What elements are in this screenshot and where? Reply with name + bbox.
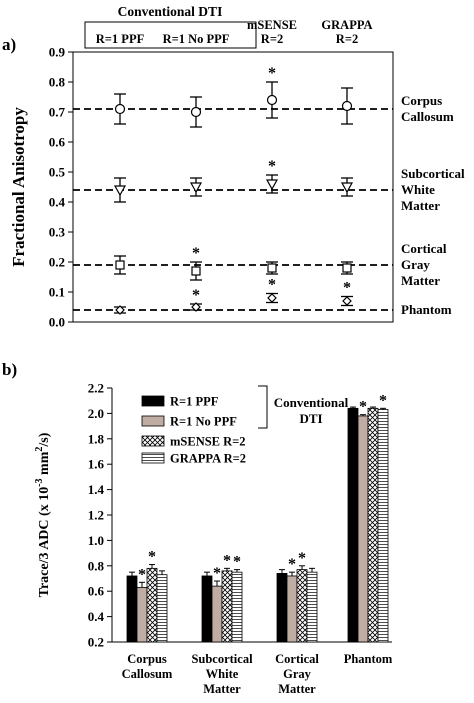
panel-b-significance-marker: *: [213, 565, 221, 582]
panel-a-point: [266, 94, 278, 106]
panel-b-bar: [306, 571, 318, 643]
panel-b-significance-marker: *: [233, 554, 241, 571]
panel-b-ytick-label: 0.6: [88, 584, 105, 599]
panel-b-legend-swatch: [141, 435, 165, 447]
panel-a-ytick-label: 0.6: [49, 135, 66, 150]
panel-b-ytick-label: 1.0: [88, 533, 104, 548]
panel-b-legend-swatch: [141, 395, 165, 407]
panel-a-point: [341, 100, 353, 112]
panel-b-ytick-label: 1.4: [88, 482, 105, 497]
panel-b-ytick-label: 2.2: [88, 381, 104, 396]
panel-a-point: [115, 260, 125, 270]
panel-a-significance-marker: *: [192, 245, 200, 262]
panel-b-ytick-label: 0.2: [88, 635, 104, 650]
panel-b-bar: [156, 574, 168, 643]
panel-a-ytick-label: 0.2: [49, 255, 65, 270]
panel-a-ytick-label: 0.8: [49, 75, 66, 90]
panel-b-label: b): [2, 360, 17, 379]
panel-a-significance-marker: *: [268, 65, 276, 82]
panel-a-point: [191, 266, 201, 276]
panel-a-column-header: GRAPPA R=2: [321, 18, 372, 46]
panel-b-bar: [126, 575, 138, 643]
panel-b-legend-label: R=1 No PPF: [170, 415, 237, 429]
panel-a-column-header: R=1 PPF: [96, 32, 145, 46]
panel-b-bar: [276, 573, 288, 643]
panel-a-ytick-label: 0.3: [49, 225, 66, 240]
panel-b-ytick-label: 0.4: [88, 609, 105, 624]
panel-a-ytick-label: 0.9: [49, 45, 66, 60]
panel-a-ytick-label: 0.0: [49, 315, 65, 330]
panel-a-point: [113, 185, 127, 197]
panel-b-bar: [221, 570, 233, 643]
panel-a-point: [190, 106, 202, 118]
panel-b-bar: [296, 569, 308, 643]
panel-b-legend-label: R=1 PPF: [170, 395, 219, 409]
panel-a-point: [340, 182, 354, 194]
panel-b-bar: [231, 571, 243, 643]
panel-b-bar: [377, 409, 389, 643]
panel-b-bar: [146, 567, 158, 643]
panel-a-significance-marker: *: [192, 287, 200, 304]
panel-b-bar: [347, 407, 359, 643]
panel-a-point: [342, 296, 352, 306]
panel-a-region-label: Corpus Callosum: [401, 93, 454, 124]
panel-b-significance-marker: *: [359, 399, 367, 416]
panel-a-significance-marker: *: [343, 280, 351, 297]
panel-a-point: [267, 263, 277, 273]
panel-a-ytick-label: 0.1: [49, 285, 65, 300]
panel-b-bar: [286, 575, 298, 643]
panel-b-bar: [136, 586, 148, 643]
panel-b-ytick-label: 2.0: [88, 406, 104, 421]
panel-b-significance-marker: *: [138, 566, 146, 583]
panel-a-ytick-label: 0.5: [49, 165, 66, 180]
panel-b-significance-marker: *: [379, 392, 387, 409]
panel-b-ytick-label: 1.6: [88, 457, 105, 472]
panel-a-point: [342, 263, 352, 273]
panel-a-column-header: R=1 No PPF: [163, 32, 230, 46]
panel-b-category-label: Cortical Gray Matter: [275, 652, 319, 696]
panel-b-category-label: Phantom: [344, 652, 393, 666]
panel-b-significance-marker: *: [288, 556, 296, 573]
panel-a-group-box: [84, 21, 257, 49]
panel-a-point: [191, 302, 201, 312]
panel-b-legend-bracket: [258, 385, 268, 429]
panel-a-point: [189, 182, 203, 194]
panel-a-point: [265, 179, 279, 191]
panel-b-ytick-label: 1.2: [88, 508, 104, 523]
panel-b-bar: [211, 585, 223, 643]
panel-a-region-label: Phantom: [401, 302, 452, 317]
panel-a-column-header: mSENSE R=2: [247, 18, 297, 46]
panel-b-category-label: Subcortical White Matter: [191, 652, 253, 696]
panel-b-significance-marker: *: [298, 550, 306, 567]
panel-b-legend-label: mSENSE R=2: [170, 435, 246, 449]
panel-b-bar: [201, 575, 213, 643]
panel-b-ylabel: Trace/3 ADC (x 10-3 mm2/s): [34, 432, 52, 597]
panel-a-point: [267, 293, 277, 303]
panel-a-plot-frame: [72, 51, 394, 323]
panel-b-legend-label: GRAPPA R=2: [170, 452, 246, 466]
panel-a-ytick-label: 0.4: [49, 195, 66, 210]
panel-a-label: a): [2, 35, 16, 54]
panel-b-ytick-label: 1.8: [88, 431, 105, 446]
panel-b-legend-group-label: Conventional DTI: [274, 395, 349, 426]
panel-a-region-label: Subcortical White Matter: [401, 166, 465, 213]
panel-b-significance-marker: *: [148, 549, 156, 566]
panel-a-significance-marker: *: [268, 158, 276, 175]
panel-b-significance-marker: *: [223, 552, 231, 569]
panel-b-ytick-label: 0.8: [88, 558, 105, 573]
panel-a-significance-marker: *: [268, 277, 276, 294]
panel-b-bar: [367, 407, 379, 643]
panel-a-ytick-label: 0.7: [49, 105, 66, 120]
panel-a-point: [115, 305, 125, 315]
panel-a-group-header: Conventional DTI: [118, 4, 223, 19]
panel-a-region-label: Cortical Gray Matter: [401, 241, 447, 288]
panel-b-bar: [357, 415, 369, 643]
panel-b-legend-swatch: [141, 452, 165, 464]
panel-b-legend-swatch: [141, 415, 165, 427]
panel-a-point: [114, 103, 126, 115]
panel-b-category-label: Corpus Callosum: [122, 652, 173, 681]
panel-a-ylabel: Fractional Anisotropy: [9, 107, 28, 267]
